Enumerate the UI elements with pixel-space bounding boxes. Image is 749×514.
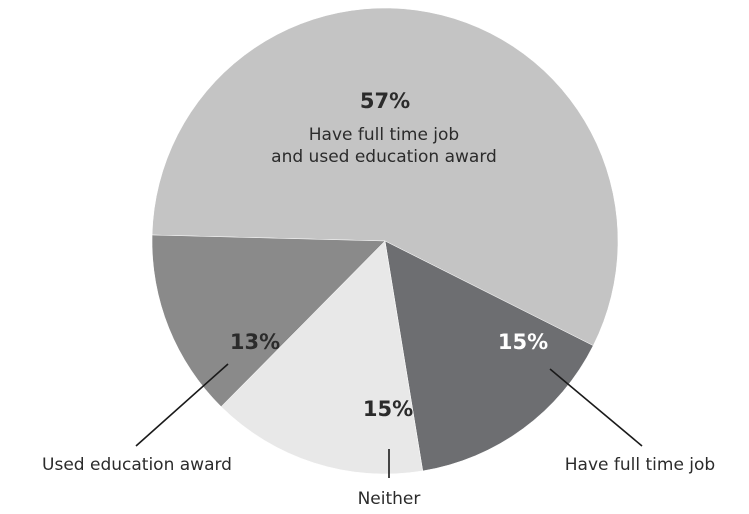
slice-label-education-award: Used education award bbox=[42, 455, 232, 475]
slice-education-award bbox=[151, 234, 386, 408]
leader-line-education-award bbox=[135, 363, 229, 447]
slice-label-full-time-and-award-line-1: Have full time job bbox=[309, 125, 459, 145]
leader-line-full-time-job bbox=[549, 368, 643, 447]
slice-value-label-neither: 15% bbox=[363, 397, 413, 421]
slice-label-neither: Neither bbox=[358, 489, 421, 509]
slice-value-label-education-award: 13% bbox=[230, 330, 280, 354]
slice-label-full-time-and-award-line-2: and used education award bbox=[271, 147, 497, 167]
slice-value-label-full-time-job: 15% bbox=[498, 330, 548, 354]
slice-neither bbox=[220, 240, 424, 475]
slice-full-time-job bbox=[384, 240, 594, 472]
slice-value-label-full-time-and-award: 57% bbox=[360, 89, 410, 113]
slice-label-full-time-job: Have full time job bbox=[565, 455, 715, 475]
pie-slices bbox=[151, 7, 619, 475]
slice-full-time-and-award bbox=[151, 7, 619, 346]
